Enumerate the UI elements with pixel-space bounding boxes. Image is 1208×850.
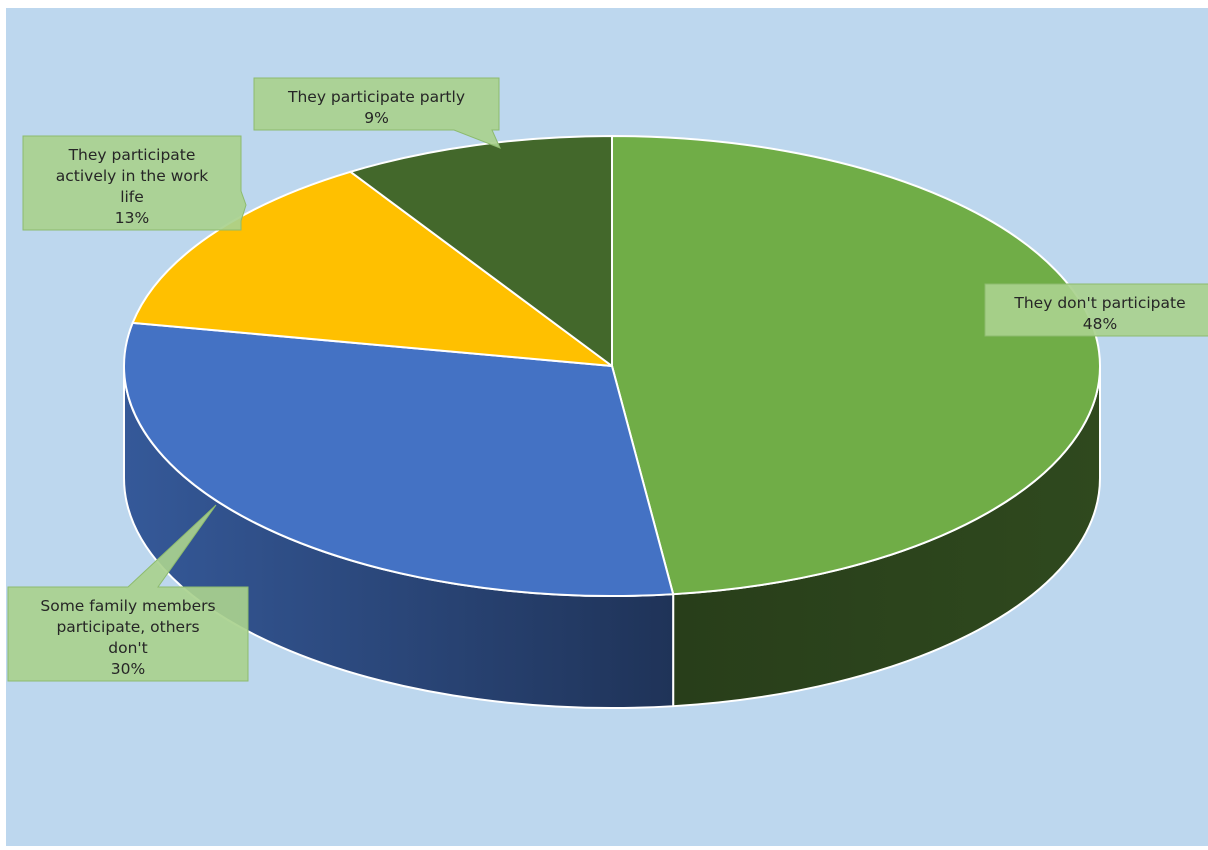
- data-label-text: They don't participate: [1013, 294, 1185, 312]
- data-label-text: They participate: [68, 146, 196, 164]
- data-label-box: [984, 283, 1208, 337]
- data-label-text: 30%: [111, 660, 145, 678]
- data-label-callout: They participate actively in the work life…: [22, 135, 247, 231]
- data-label-text: 48%: [1083, 315, 1117, 333]
- data-label-text: actively in the work: [56, 167, 208, 185]
- data-label-text: They participate partly: [287, 88, 465, 106]
- data-label-callout: They don't participate 48%: [984, 283, 1208, 337]
- data-label-box: [22, 135, 247, 231]
- pie-slice[interactable]: [349, 135, 613, 367]
- data-label-callout: They participate partly 9%: [253, 77, 501, 149]
- pie-slice[interactable]: [611, 135, 1101, 596]
- data-label-box: [253, 77, 501, 149]
- data-label-callout: Some family members participate, others do…: [7, 504, 249, 682]
- data-label-text: life: [120, 188, 144, 206]
- pie-chart: They don't participate 48% Some family mem…: [7, 77, 1208, 709]
- chart-area: They don't participate 48% Some family mem…: [6, 8, 1208, 846]
- data-label-text: Some family members: [40, 597, 215, 615]
- data-label-text: 13%: [115, 209, 149, 227]
- data-label-box: [7, 504, 249, 682]
- data-label-text: don't: [108, 639, 147, 657]
- pie-slice[interactable]: [123, 321, 675, 597]
- pie-slice[interactable]: [131, 170, 613, 367]
- data-label-text: 9%: [364, 109, 389, 127]
- data-label-text: participate, others: [56, 618, 199, 636]
